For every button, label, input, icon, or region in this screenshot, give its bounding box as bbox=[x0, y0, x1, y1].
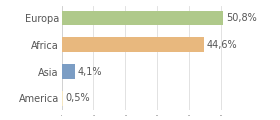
Bar bbox=[62, 11, 223, 25]
Bar bbox=[62, 64, 75, 79]
Text: 4,1%: 4,1% bbox=[77, 67, 102, 77]
Text: 0,5%: 0,5% bbox=[66, 93, 90, 103]
Text: 44,6%: 44,6% bbox=[206, 40, 237, 50]
Bar bbox=[62, 91, 63, 106]
Text: 50,8%: 50,8% bbox=[226, 13, 257, 23]
Bar bbox=[62, 37, 204, 52]
